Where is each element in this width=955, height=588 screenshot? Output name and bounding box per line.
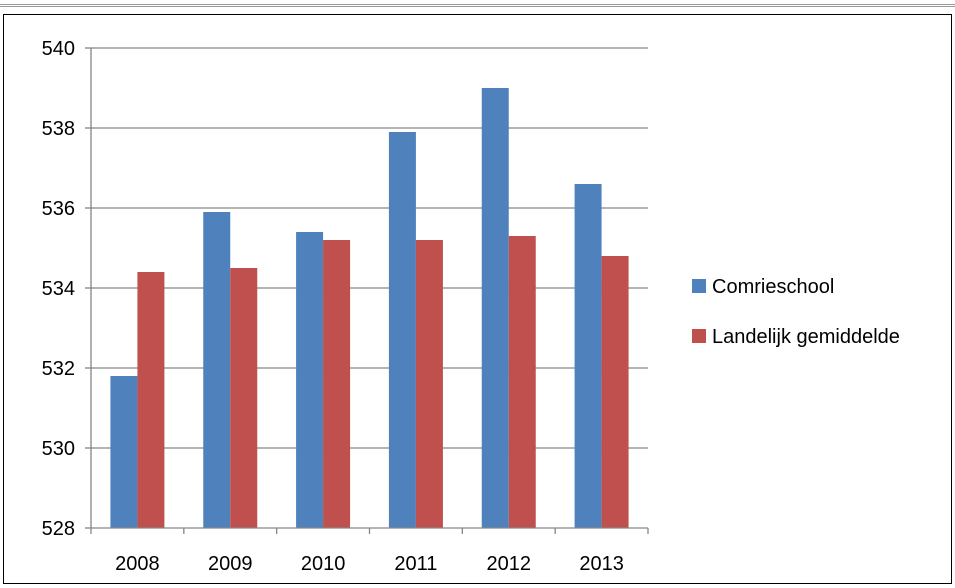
bar-landelijk-gemiddelde-2012 bbox=[508, 236, 536, 528]
top-border-rule bbox=[0, 4, 955, 7]
x-tick-label: 2013 bbox=[579, 553, 624, 575]
y-tick-label: 540 bbox=[42, 38, 75, 60]
x-tick-label: 2012 bbox=[487, 553, 532, 575]
bar-comrieschool-2009 bbox=[203, 212, 231, 528]
bar-comrieschool-2011 bbox=[388, 132, 416, 528]
legend-swatch-comrieschool bbox=[692, 279, 706, 293]
axes bbox=[85, 47, 649, 534]
gridlines bbox=[91, 47, 648, 449]
bar-landelijk-gemiddelde-2008 bbox=[137, 272, 165, 528]
legend-swatch-landelijk-gemiddelde bbox=[692, 329, 706, 343]
legend-label: Comrieschool bbox=[712, 276, 834, 298]
x-tick-label: 2008 bbox=[115, 553, 160, 575]
y-tick-label: 534 bbox=[42, 278, 75, 300]
x-tick-label: 2011 bbox=[394, 553, 437, 575]
bar-landelijk-gemiddelde-2009 bbox=[230, 268, 258, 528]
y-axis-ticks: 528 530 532 534 536 538 540 bbox=[42, 38, 75, 540]
y-tick-label: 530 bbox=[42, 438, 75, 460]
bar-landelijk-gemiddelde-2011 bbox=[415, 240, 443, 528]
y-tick-label: 528 bbox=[42, 518, 75, 540]
chart-frame bbox=[3, 14, 952, 584]
y-tick-label: 532 bbox=[42, 358, 75, 380]
bar-landelijk-gemiddelde-2010 bbox=[323, 240, 351, 528]
bar-comrieschool-2008 bbox=[110, 376, 138, 528]
x-tick-label: 2010 bbox=[301, 553, 346, 575]
bar-comrieschool-2013 bbox=[574, 184, 602, 528]
y-tick-label: 538 bbox=[42, 118, 75, 140]
bars bbox=[110, 88, 629, 528]
bar-comrieschool-2012 bbox=[481, 88, 509, 528]
bar-comrieschool-2010 bbox=[296, 232, 324, 528]
legend-label: Landelijk gemiddelde bbox=[712, 326, 900, 348]
x-axis-ticks: 2008 2009 2010 2011 2012 2013 bbox=[115, 553, 624, 575]
legend: Comrieschool Landelijk gemiddelde bbox=[692, 276, 900, 348]
x-tick-label: 2009 bbox=[208, 553, 253, 575]
bar-landelijk-gemiddelde-2013 bbox=[601, 256, 629, 528]
y-tick-label: 536 bbox=[42, 198, 75, 220]
